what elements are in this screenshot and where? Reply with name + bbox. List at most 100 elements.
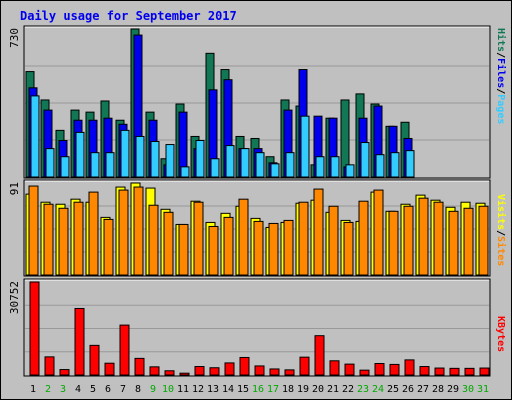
x-tick-label-11: 11	[177, 384, 189, 395]
bar-sites-day-23	[358, 200, 369, 276]
bar-sites-day-14	[223, 216, 234, 276]
bar-sites-day-13	[208, 225, 219, 276]
bar-kbytes-day-1	[29, 281, 40, 376]
bar-kbytes-day-31	[479, 367, 490, 376]
bar-sites-day-9	[148, 204, 159, 276]
bar-sites-day-19	[298, 201, 309, 276]
series-axis-label: KBytes	[495, 316, 506, 352]
bar-pages-day-24	[375, 154, 385, 178]
bar-pages-day-4	[75, 131, 85, 178]
bar-kbytes-day-6	[104, 362, 115, 376]
bar-pages-day-20	[315, 156, 325, 178]
x-tick-label-26: 26	[402, 384, 414, 395]
x-tick-label-21: 21	[327, 384, 339, 395]
chart-title: Daily usage for September 2017	[20, 9, 237, 23]
bar-pages-day-8	[135, 135, 145, 178]
bar-pages-day-3	[60, 156, 70, 178]
x-tick-label-4: 4	[75, 384, 81, 395]
max-value-label: 730	[8, 28, 21, 48]
x-tick-label-2: 2	[45, 384, 51, 395]
bar-sites-day-18	[283, 219, 294, 276]
bar-sites-day-29	[448, 210, 459, 276]
axis-label-files: Files	[495, 58, 507, 88]
bar-kbytes-day-12	[194, 366, 205, 376]
bar-sites-day-3	[58, 207, 69, 276]
bar-sites-day-8	[133, 186, 144, 276]
bar-kbytes-day-3	[59, 369, 70, 376]
x-tick-label-5: 5	[90, 384, 96, 395]
bar-pages-day-1	[30, 95, 40, 178]
x-tick-label-24: 24	[372, 384, 384, 395]
x-tick-label-16: 16	[252, 384, 264, 395]
bar-pages-day-7	[120, 129, 130, 178]
series-axis-label: Hits/Files/Pages	[495, 28, 507, 124]
bar-pages-day-13	[210, 158, 220, 178]
x-tick-label-3: 3	[60, 384, 66, 395]
bar-sites-day-16	[253, 220, 264, 276]
bar-pages-day-22	[345, 164, 355, 178]
x-tick-label-9: 9	[150, 384, 156, 395]
x-tick-label-25: 25	[387, 384, 399, 395]
bar-pages-day-12	[195, 140, 205, 178]
panel-kbytes: 30752 KBytes	[8, 278, 506, 377]
panel-hits-files-pages: 730 Hits/Files/Pages	[8, 25, 507, 179]
axis-label-pages: Pages	[495, 94, 506, 124]
bar-kbytes-day-27	[419, 366, 430, 376]
axis-label-hits: Hits	[495, 28, 507, 52]
x-tick-label-22: 22	[342, 384, 354, 395]
x-tick-label-20: 20	[312, 384, 324, 395]
bar-kbytes-day-15	[239, 356, 250, 376]
x-tick-label-7: 7	[120, 384, 126, 395]
bar-kbytes-day-19	[299, 356, 310, 376]
bar-kbytes-day-13	[209, 367, 220, 376]
bar-pages-day-18	[285, 152, 295, 178]
bar-kbytes-day-4	[74, 307, 85, 376]
bar-sites-day-17	[268, 222, 279, 276]
x-tick-label-18: 18	[282, 384, 294, 395]
bar-pages-day-23	[360, 142, 370, 178]
x-tick-label-31: 31	[477, 384, 489, 395]
series-axis-label: Visits/Sites	[495, 194, 507, 266]
bar-kbytes-day-5	[89, 344, 100, 376]
bar-sites-day-7	[118, 189, 129, 276]
x-tick-label-23: 23	[357, 384, 369, 395]
x-tick-label-30: 30	[462, 384, 474, 395]
bar-sites-day-20	[313, 188, 324, 276]
bar-pages-day-11	[180, 166, 190, 178]
x-tick-label-27: 27	[417, 384, 429, 395]
bar-kbytes-day-22	[344, 363, 355, 376]
bar-kbytes-day-25	[389, 363, 400, 376]
bar-pages-day-16	[255, 152, 265, 178]
bar-pages-day-5	[90, 152, 100, 178]
bar-kbytes-day-29	[449, 367, 460, 376]
bar-sites-day-1	[28, 185, 39, 276]
bar-sites-day-31	[478, 205, 489, 276]
bar-kbytes-day-16	[254, 365, 265, 376]
max-value-label: 91	[8, 182, 21, 195]
bar-sites-day-4	[73, 201, 84, 276]
bar-pages-day-9	[150, 141, 160, 178]
bar-sites-day-21	[328, 205, 339, 276]
axis-label-sites: Sites	[495, 236, 507, 266]
x-tick-label-17: 17	[267, 384, 279, 395]
x-tick-label-13: 13	[207, 384, 219, 395]
bar-kbytes-day-23	[359, 369, 370, 376]
x-tick-label-15: 15	[237, 384, 249, 395]
max-value-label: 30752	[8, 281, 21, 314]
bar-sites-day-24	[373, 189, 384, 276]
bar-sites-day-22	[343, 221, 354, 276]
x-tick-label-12: 12	[192, 384, 204, 395]
bar-kbytes-day-26	[404, 359, 415, 376]
bar-kbytes-day-11	[179, 372, 190, 376]
bar-sites-day-10	[163, 211, 174, 276]
bar-kbytes-day-8	[134, 357, 145, 376]
bar-sites-day-30	[463, 207, 474, 276]
bar-pages-day-19	[300, 115, 310, 178]
bar-pages-day-2	[45, 148, 55, 178]
x-axis-labels: 1 2 3 4 5 6 7 8 9 10 11 12 13 14 15 16 17 18 19 20 21 22 23 24 2…	[30, 384, 489, 395]
bar-sites-day-15	[238, 198, 249, 276]
bar-kbytes-day-10	[164, 370, 175, 376]
bar-pages-day-15	[240, 148, 250, 178]
bar-kbytes-day-18	[284, 369, 295, 376]
